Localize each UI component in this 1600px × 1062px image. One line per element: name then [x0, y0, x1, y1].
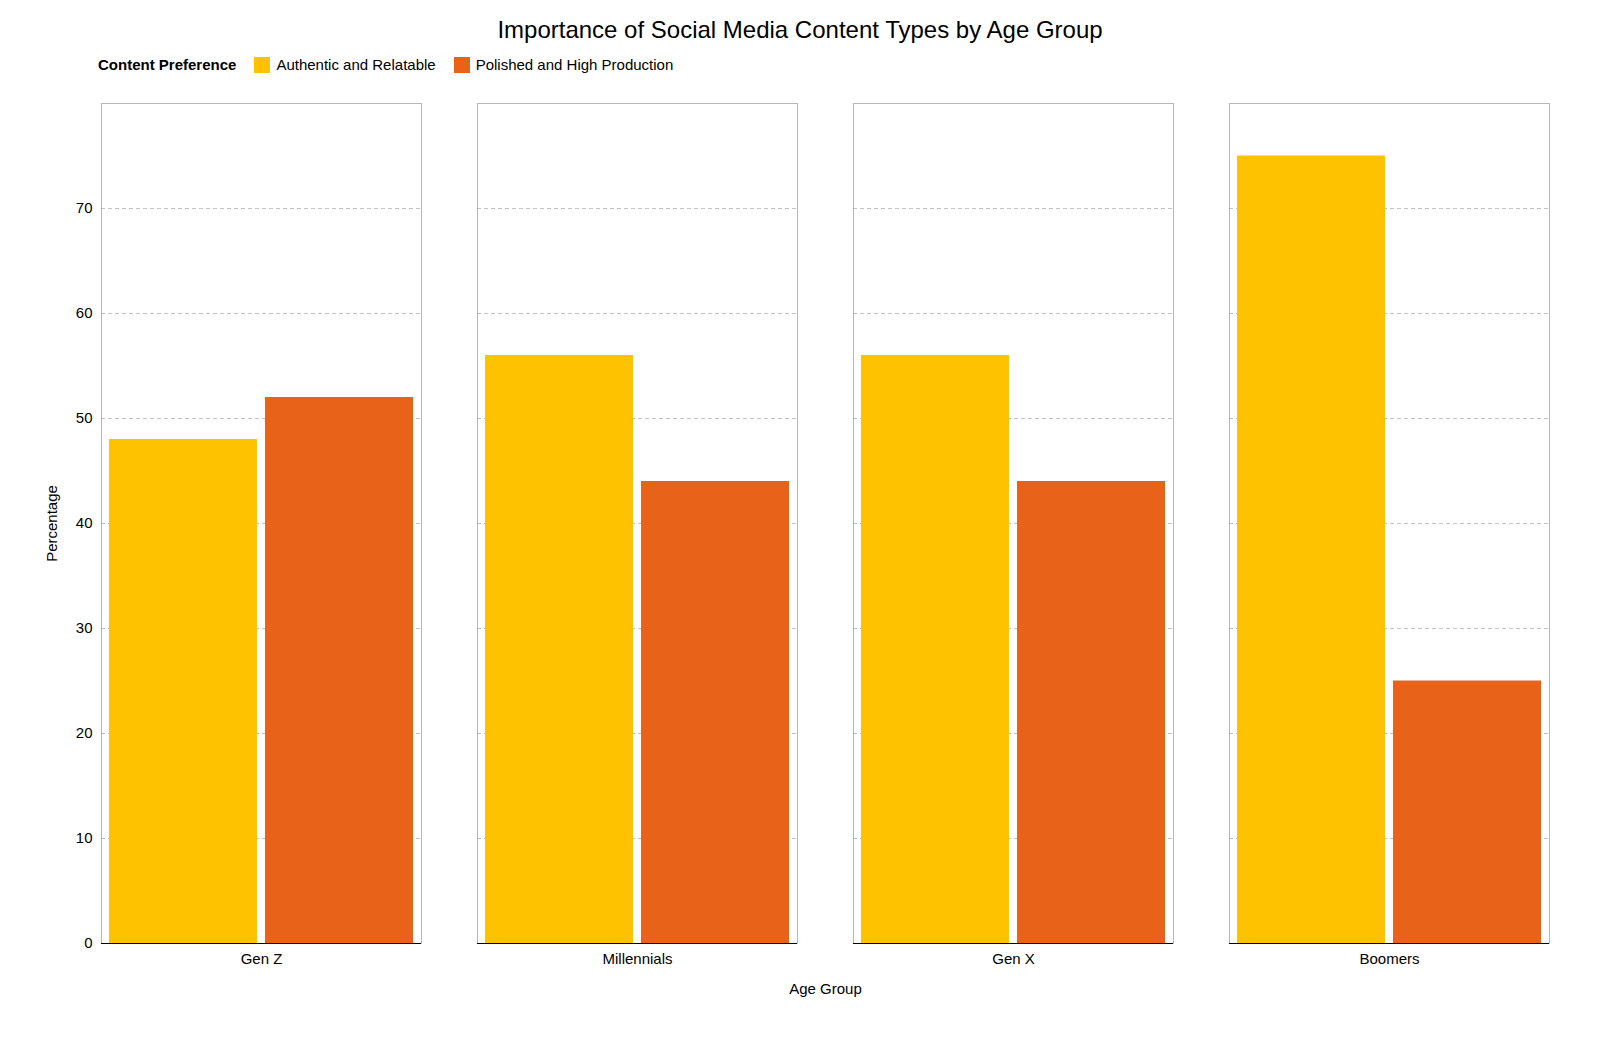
svg-text:50: 50	[76, 409, 93, 426]
html-text:Content Preference: Content Preference	[98, 56, 237, 73]
html-text:Authentic and Relatable: Authentic and Relatable	[276, 56, 436, 73]
svg-text:40: 40	[76, 514, 93, 531]
svg-text:10: 10	[76, 829, 93, 846]
svg-text:30: 30	[76, 619, 93, 636]
svg-text:Age Group: Age Group	[789, 980, 862, 997]
html-text:Importance of Social Media Con: Importance of Social Media Content Types…	[497, 16, 1103, 43]
svg-text:Gen Z: Gen Z	[241, 950, 283, 967]
svg-text:60: 60	[76, 304, 93, 321]
svg-text:0: 0	[84, 934, 92, 951]
svg-text:Percentage: Percentage	[43, 485, 60, 562]
html-text:Polished and High Production: Polished and High Production	[475, 56, 674, 73]
svg-text:Gen X: Gen X	[992, 950, 1035, 967]
svg-text:20: 20	[76, 724, 93, 741]
svg-text:Millennials: Millennials	[602, 950, 672, 967]
svg-text:Boomers: Boomers	[1359, 950, 1419, 967]
svg-text:70: 70	[76, 199, 93, 216]
